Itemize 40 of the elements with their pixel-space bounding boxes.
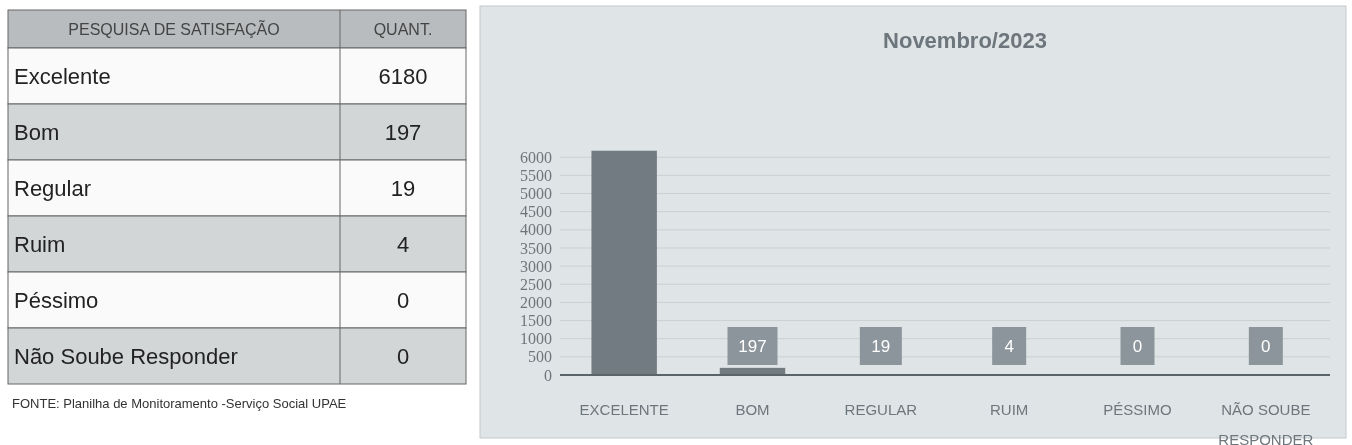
text: Excelente bbox=[14, 64, 111, 89]
x-tick-label: BOM bbox=[735, 401, 770, 418]
text: 4 bbox=[396, 232, 410, 257]
y-tick-label: 3000 bbox=[520, 257, 552, 275]
data-label: 19 bbox=[871, 336, 891, 356]
chart-title: Novembro/2023 bbox=[883, 28, 1047, 53]
y-tick-label: 5000 bbox=[520, 185, 552, 203]
text: Não Soube Responder bbox=[14, 344, 238, 369]
x-tick-label: NÃO SOUBE RESPONDER bbox=[1218, 401, 1314, 445]
data-label: 4 bbox=[1004, 336, 1014, 356]
x-tick-label: PÉSSIMO bbox=[1103, 401, 1172, 418]
y-tick-label: 0 bbox=[544, 366, 552, 384]
y-tick-label: 2000 bbox=[520, 294, 552, 312]
y-tick-label: 5500 bbox=[520, 167, 552, 184]
text: Regular bbox=[14, 176, 92, 201]
y-tick-label: 2500 bbox=[520, 275, 552, 293]
y-tick-label: 6000 bbox=[520, 148, 552, 166]
text: 0 bbox=[396, 344, 410, 369]
source-note: FONTE: Planilha de Monitoramento -Serviço Social UPAE bbox=[12, 396, 347, 411]
x-tick-label: RUIM bbox=[990, 401, 1029, 418]
y-tick-label: 500 bbox=[528, 348, 552, 366]
y-tick-label: 4000 bbox=[520, 221, 552, 239]
data-label: 0 bbox=[1132, 336, 1143, 356]
text: QUANT. bbox=[373, 21, 433, 38]
text: 0 bbox=[396, 288, 410, 313]
text: 6180 bbox=[378, 64, 428, 89]
y-tick-label: 1000 bbox=[520, 330, 552, 348]
y-tick-label: 3500 bbox=[520, 239, 552, 257]
x-tick-label: REGULAR bbox=[844, 401, 918, 418]
text: Péssimo bbox=[14, 288, 99, 313]
data-label: 197 bbox=[738, 336, 767, 356]
text: 197 bbox=[384, 120, 422, 145]
y-tick-label: 4500 bbox=[520, 203, 552, 221]
text: Bom bbox=[14, 120, 60, 145]
y-tick-label: 1500 bbox=[520, 312, 552, 330]
text: 19 bbox=[390, 176, 416, 201]
text: Ruim bbox=[14, 232, 66, 257]
data-label: 0 bbox=[1261, 336, 1271, 356]
text: PESQUISA DE SATISFAÇÃO bbox=[68, 19, 280, 38]
x-tick-label: EXCELENTE bbox=[579, 401, 669, 418]
